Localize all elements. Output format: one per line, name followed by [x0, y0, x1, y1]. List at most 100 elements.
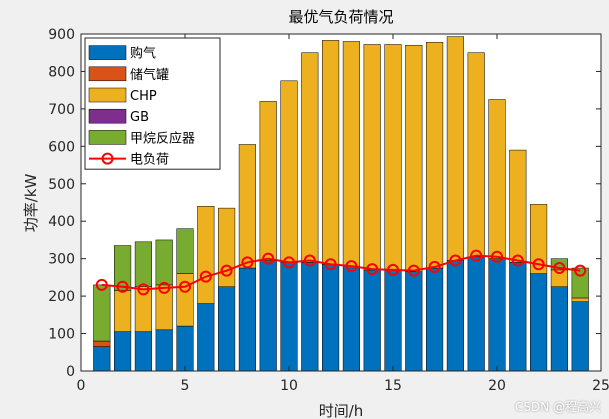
- x-tick-label: 25: [592, 378, 609, 394]
- line-point-23: [553, 262, 566, 275]
- legend-label: 甲烷反应器: [130, 130, 195, 146]
- bar-1-11: [301, 262, 319, 372]
- y-tick-label: 100: [48, 327, 75, 343]
- bar-2-1: [93, 340, 111, 347]
- bar-3-14: [363, 44, 381, 271]
- bar-3-19: [467, 52, 485, 258]
- bar-3-20: [488, 99, 506, 259]
- line-point-20: [491, 250, 503, 263]
- bar-1-6: [197, 303, 215, 372]
- bar-5-24: [571, 267, 589, 299]
- bar-1-3: [134, 331, 152, 372]
- y-tick-label: 800: [48, 64, 75, 80]
- line-point-17: [428, 260, 441, 273]
- line-point-16: [407, 264, 420, 277]
- bar-3-2: [114, 290, 132, 332]
- axes-box: [80, 33, 602, 372]
- bar-1-9: [259, 260, 277, 372]
- bar-3-8: [238, 144, 256, 269]
- line-point-9: [262, 252, 275, 265]
- legend-label: 电负荷: [130, 153, 169, 168]
- line-point-15: [387, 263, 399, 276]
- bar-1-23: [550, 286, 568, 372]
- line-point-6: [199, 270, 212, 283]
- bar-5-3: [134, 241, 152, 287]
- line-point-10: [283, 256, 295, 269]
- bar-3-22: [530, 204, 548, 274]
- bar-3-10: [280, 80, 298, 263]
- x-tick-label: 10: [280, 378, 298, 394]
- x-tick-label: 0: [77, 378, 86, 394]
- x-axis-label: 时间/h: [319, 402, 364, 419]
- bar-1-12: [322, 264, 340, 372]
- legend-swatch: [88, 130, 127, 145]
- line-point-4: [158, 281, 171, 294]
- bar-3-11: [301, 52, 319, 263]
- line-point-13: [345, 260, 358, 273]
- bar-1-16: [405, 271, 423, 372]
- bar-1-24: [571, 301, 589, 372]
- bar-1-13: [342, 265, 360, 372]
- x-tick-label: 15: [384, 378, 402, 394]
- line-point-3: [137, 283, 150, 296]
- bar-5-2: [114, 245, 132, 291]
- line-point-12: [324, 258, 337, 271]
- bar-3-15: [384, 44, 402, 271]
- chart-title: 最优气负荷情况: [288, 8, 393, 26]
- line-point-14: [366, 263, 379, 276]
- bar-5-23: [550, 258, 568, 271]
- line-point-5: [179, 280, 191, 293]
- line-layer: [95, 249, 587, 296]
- legend-swatch: [88, 108, 127, 124]
- legend-label: CHP: [130, 89, 157, 104]
- bar-1-4: [155, 329, 173, 372]
- y-tick-label: 500: [48, 177, 75, 193]
- bar-1-1: [93, 346, 111, 372]
- bar-3-18: [446, 36, 464, 261]
- watermark: CSDN @程高兴: [514, 400, 601, 414]
- bar-1-5: [176, 325, 194, 372]
- y-tick-label: 400: [48, 214, 75, 230]
- bar-1-19: [467, 256, 485, 372]
- bar-5-4: [155, 239, 173, 286]
- y-tick-label: 0: [66, 364, 75, 380]
- x-ticks: 0 5 10 15 20 25: [77, 34, 609, 394]
- y-tick-label: 700: [48, 102, 75, 118]
- bar-5-5: [176, 228, 194, 274]
- y-tick-label: 900: [48, 27, 75, 43]
- line-point-21: [511, 254, 524, 267]
- bar-1-8: [238, 267, 256, 372]
- line-point-1: [95, 278, 108, 291]
- legend-swatch: [88, 66, 127, 82]
- bar-1-21: [509, 262, 527, 372]
- bar-1-15: [384, 269, 402, 372]
- bar-5-1: [93, 284, 111, 342]
- y-axis-label: 功率/kW: [22, 174, 40, 233]
- y-tick-label: 600: [48, 139, 75, 155]
- x-tick-label: 20: [488, 378, 506, 394]
- y-tick-label: 200: [48, 289, 75, 305]
- bar-1-20: [488, 258, 506, 372]
- legend-label: 储气罐: [130, 67, 169, 83]
- bar-3-24: [571, 297, 589, 302]
- line-point-11: [303, 254, 316, 267]
- legend-marker: [101, 152, 114, 165]
- bar-3-13: [342, 41, 360, 267]
- bar-1-22: [530, 273, 548, 372]
- line-point-2: [116, 280, 129, 293]
- line-point-8: [241, 256, 254, 269]
- line-point-7: [220, 264, 233, 277]
- y-tick-label: 300: [48, 252, 75, 268]
- bar-3-21: [509, 149, 527, 263]
- bar-1-10: [280, 262, 298, 372]
- legend-label: GB: [130, 110, 149, 125]
- bar-3-6: [197, 205, 215, 304]
- bars-layer: [93, 36, 589, 372]
- legend-box: [84, 37, 221, 170]
- bar-1-17: [426, 267, 444, 372]
- bar-1-14: [363, 269, 381, 372]
- bar-1-2: [114, 331, 132, 372]
- bar-3-17: [426, 41, 444, 269]
